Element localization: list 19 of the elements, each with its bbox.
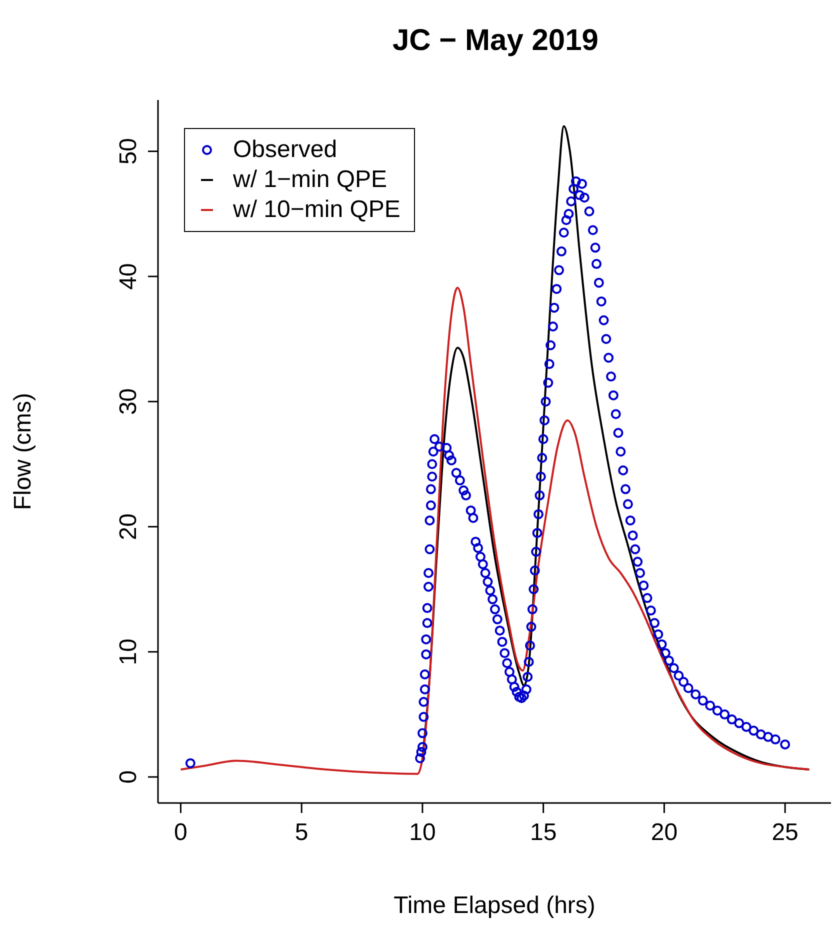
x-tick-label: 5 bbox=[294, 819, 308, 846]
x-tick-label: 0 bbox=[174, 819, 188, 846]
line-series bbox=[180, 286, 810, 775]
y-tick-label: 30 bbox=[115, 388, 142, 415]
x-tick-label: 20 bbox=[650, 819, 678, 846]
legend-label: Observed bbox=[233, 135, 338, 165]
x-axis-title: Time Elapsed (hrs) bbox=[394, 892, 596, 919]
y-axis-title: Flow (cms) bbox=[10, 392, 37, 510]
legend-label: w/ 10−min QPE bbox=[233, 195, 400, 225]
chart-title: JC − May 2019 bbox=[392, 24, 600, 58]
y-tick-label: 20 bbox=[115, 513, 142, 540]
x-tick-label: 25 bbox=[772, 819, 798, 846]
x-tick-label: 10 bbox=[409, 819, 436, 846]
legend-label: w/ 1−min QPE bbox=[233, 165, 388, 195]
x-tick-label: 15 bbox=[530, 819, 557, 846]
y-tick-label: 40 bbox=[115, 263, 142, 290]
y-tick-label: 0 bbox=[115, 770, 142, 784]
y-tick-label: 10 bbox=[115, 638, 142, 666]
y-tick-label: 50 bbox=[115, 138, 142, 165]
